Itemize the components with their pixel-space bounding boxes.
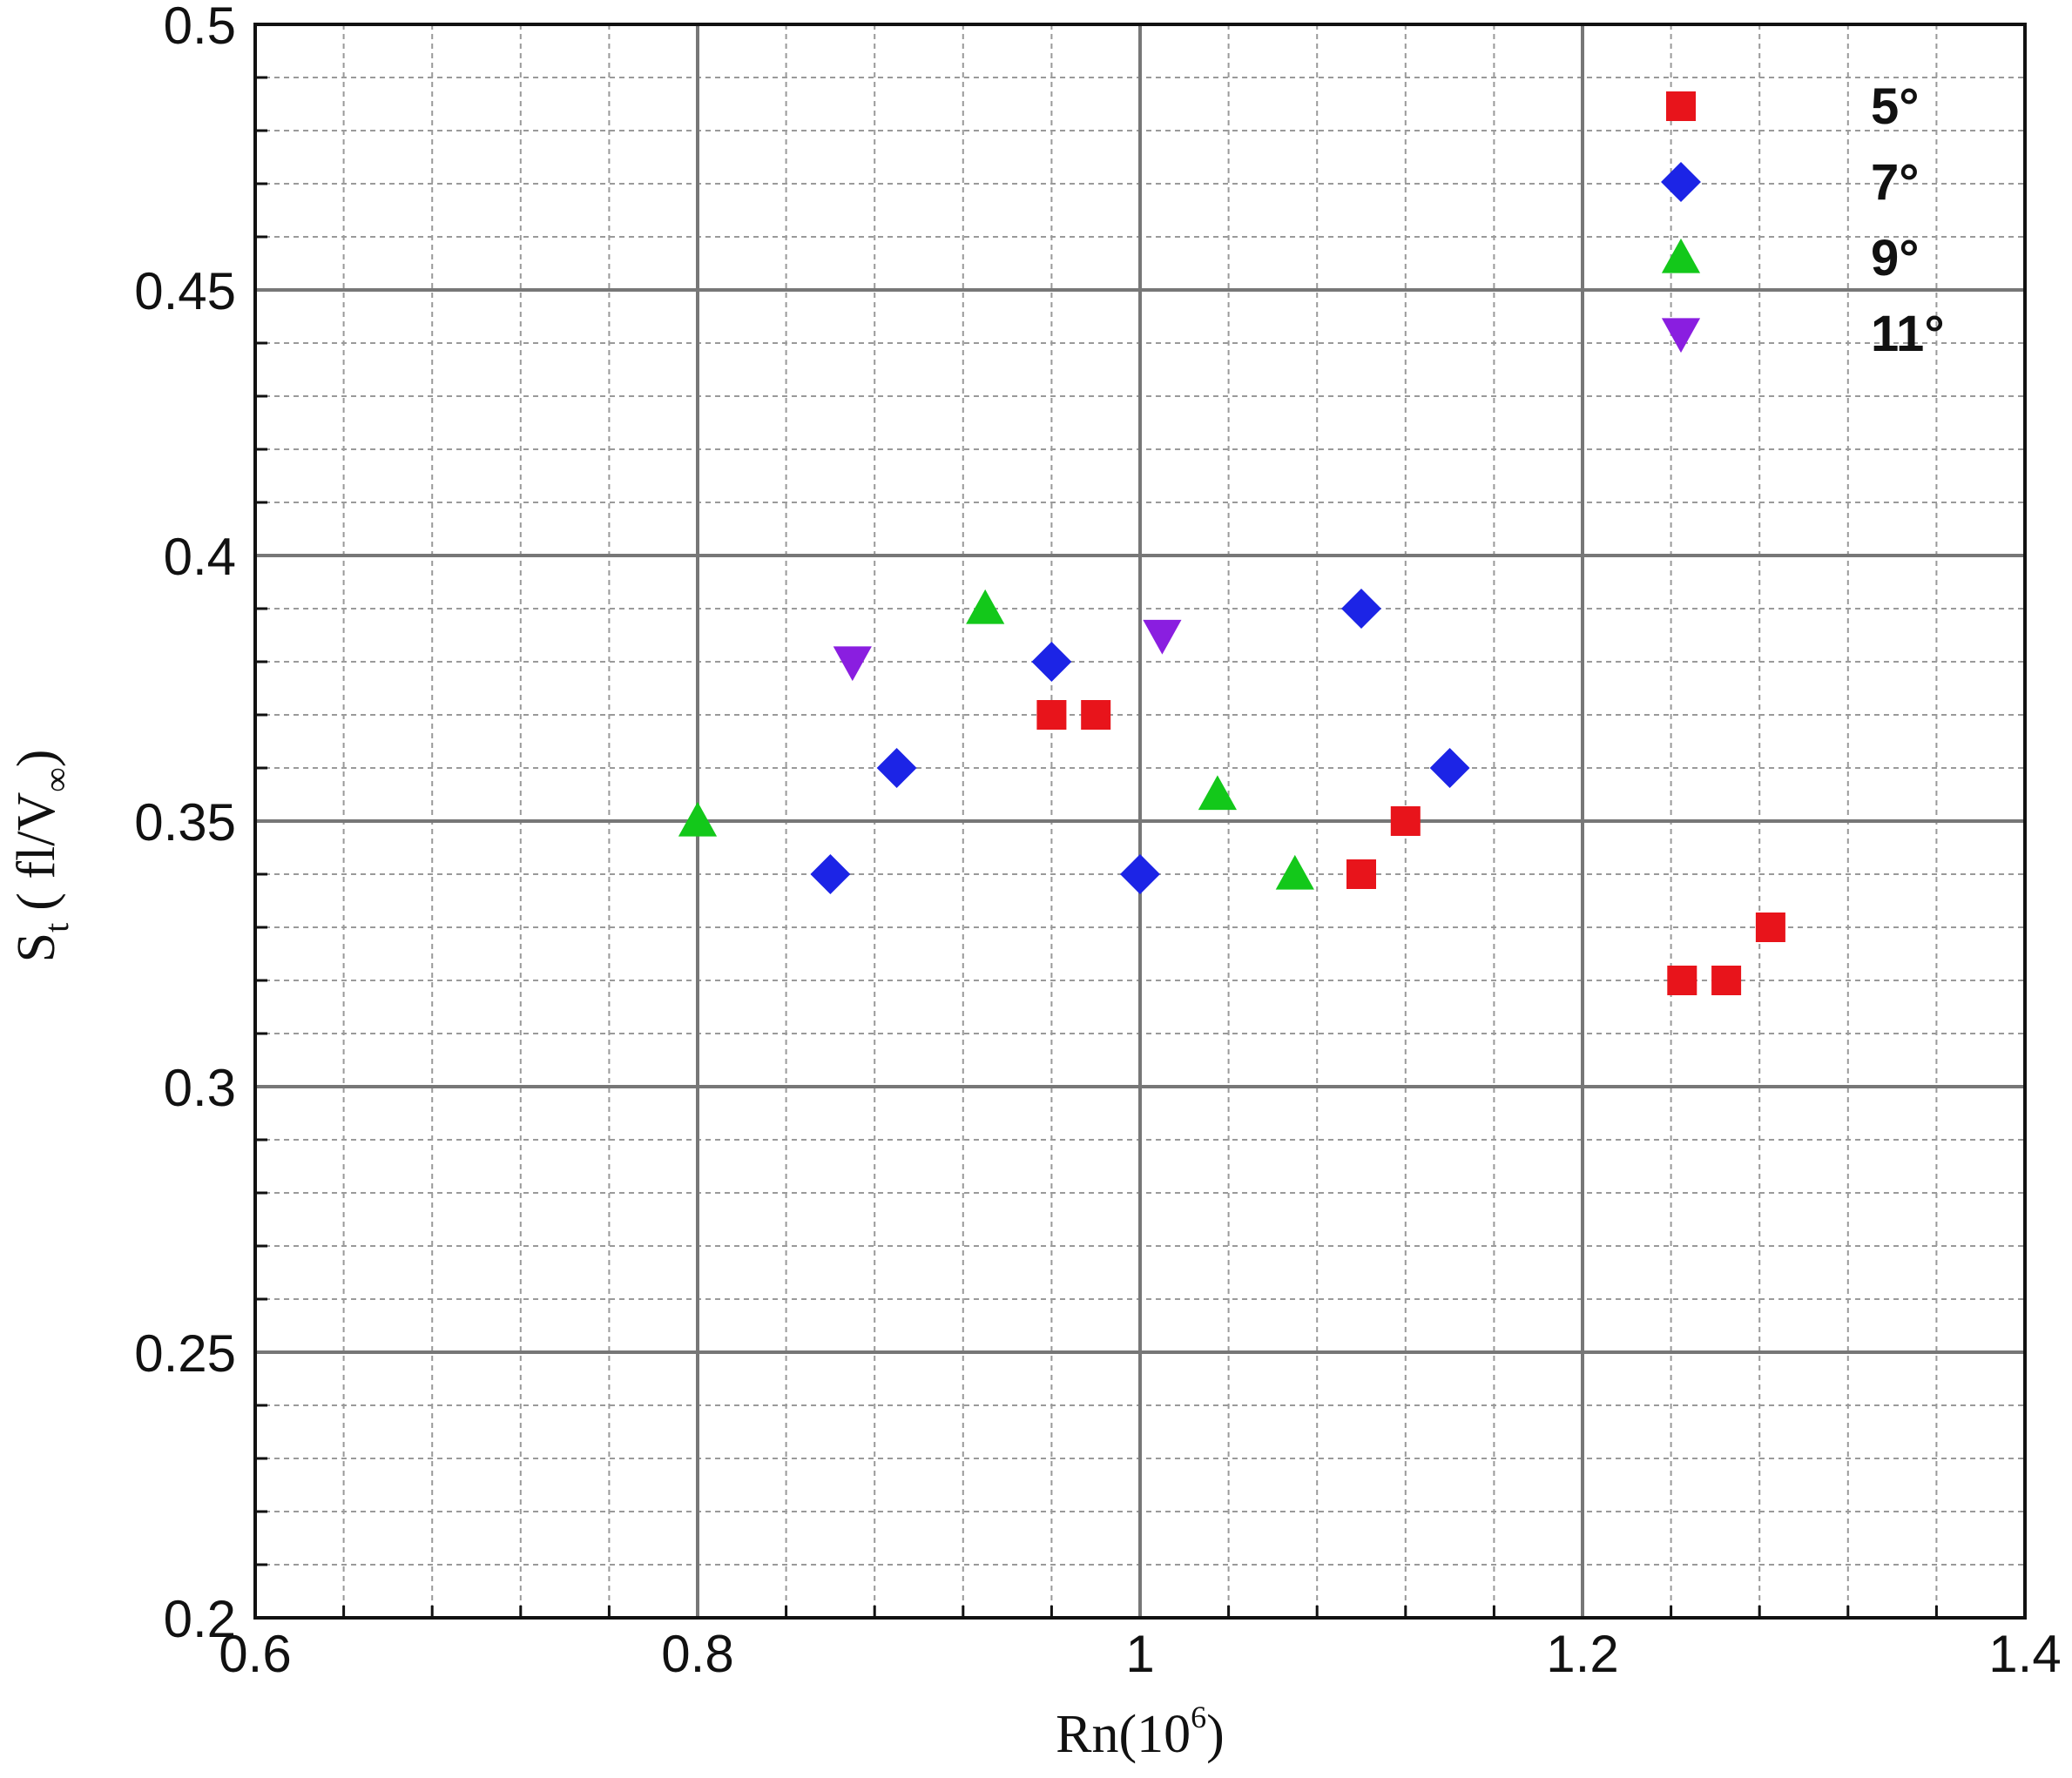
- data-point: [876, 748, 917, 788]
- plot-frame: [253, 23, 2027, 1620]
- x-axis-title-close: ): [1206, 1705, 1225, 1764]
- legend-marker: [1661, 318, 1701, 354]
- y-tick-label: 0.25: [134, 1324, 236, 1383]
- series-3: [833, 619, 1182, 682]
- data-point: [1143, 619, 1182, 655]
- series-0: [1036, 700, 1785, 995]
- axis-ticks: [255, 76, 1938, 1618]
- y-tick-label: 0.35: [134, 793, 236, 852]
- tick-labels: 0.6 0.8 1 1.2 1.4 0.2 0.25 0.3 0.35 0.4 0.45 0.5: [134, 0, 2061, 1683]
- data-point: [1120, 854, 1160, 894]
- data-point: [1667, 966, 1697, 995]
- legend-marker: [1661, 162, 1701, 202]
- y-axis-title-close: ): [7, 750, 66, 768]
- x-tick-label: 1.4: [1988, 1625, 2061, 1683]
- y-axis-title-rest: ( fl/V: [7, 792, 66, 911]
- x-axis-title-main: Rn(10: [1056, 1705, 1191, 1764]
- y-axis-title-sub2: ∞: [37, 767, 76, 792]
- data-point: [1198, 775, 1237, 811]
- legend-marker: [1666, 91, 1696, 121]
- data-point: [678, 801, 718, 837]
- series-2: [678, 589, 1314, 890]
- legend-label: 9°: [1871, 230, 1919, 286]
- data-point: [1036, 700, 1067, 730]
- x-tick-label: 1.2: [1546, 1625, 1618, 1683]
- y-axis-title-sub: t: [37, 923, 76, 933]
- data-point: [1346, 859, 1376, 889]
- y-axis-title-main: S: [7, 933, 66, 962]
- legend: 5° 7° 9° 11°: [1661, 78, 1945, 362]
- y-tick-label: 0.4: [164, 528, 236, 586]
- legend-label: 7°: [1871, 154, 1919, 211]
- data-point: [1390, 806, 1421, 836]
- x-axis-title-sup: 6: [1191, 1700, 1206, 1734]
- legend-marker: [1661, 238, 1701, 273]
- data-point: [1081, 700, 1111, 730]
- data-points: [678, 589, 1785, 995]
- legend-label: 11°: [1871, 306, 1945, 362]
- x-tick-label: 0.8: [661, 1625, 733, 1683]
- y-tick-label: 0.45: [134, 262, 236, 320]
- data-point: [833, 646, 872, 682]
- x-tick-label: 1: [1125, 1625, 1154, 1683]
- y-axis-title: St ( fl/V∞): [7, 750, 76, 963]
- data-point: [1755, 913, 1785, 942]
- data-point: [1031, 642, 1072, 682]
- y-tick-label: 0.5: [164, 0, 236, 55]
- data-point: [1711, 966, 1742, 995]
- x-tick-label: 0.6: [219, 1625, 291, 1683]
- y-tick-label: 0.2: [164, 1590, 236, 1648]
- data-point: [966, 589, 1005, 624]
- legend-label: 5°: [1871, 78, 1919, 135]
- y-tick-label: 0.3: [164, 1059, 236, 1117]
- data-point: [810, 854, 851, 894]
- data-point: [1429, 748, 1470, 788]
- series-1: [810, 589, 1470, 894]
- x-axis-title: Rn(106): [1056, 1700, 1225, 1764]
- data-point: [1341, 589, 1381, 629]
- data-point: [1275, 854, 1314, 890]
